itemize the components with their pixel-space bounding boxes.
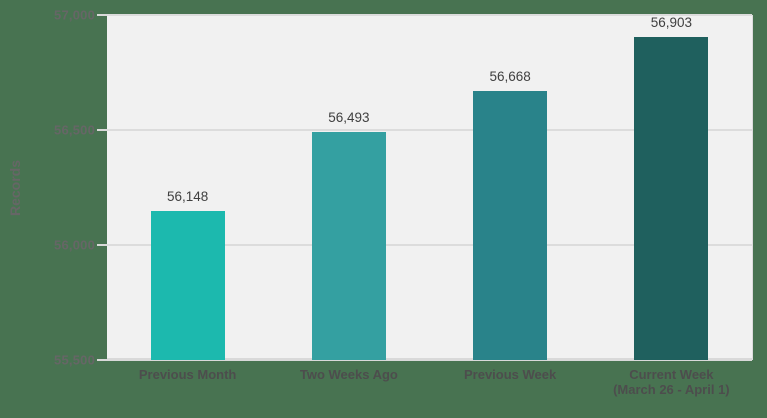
gridline xyxy=(107,129,752,131)
plot-area: 56,148 56,493 56,668 56,903 xyxy=(107,14,753,361)
y-tick-mark xyxy=(97,359,107,361)
y-tick-label: 56,000 xyxy=(54,237,95,253)
bar-value-label: 56,668 xyxy=(489,69,531,85)
y-tick-mark xyxy=(97,14,107,16)
gridline xyxy=(107,244,752,246)
category-label: Two Weeks Ago xyxy=(299,367,398,382)
bar[interactable] xyxy=(634,37,709,360)
gridline xyxy=(107,14,752,16)
bar[interactable] xyxy=(311,131,386,360)
y-tick-mark xyxy=(97,244,107,246)
bar-value-label: 56,493 xyxy=(328,109,370,125)
bar[interactable] xyxy=(473,91,548,360)
bar-value-label: 56,148 xyxy=(166,188,209,204)
category-label: Previous Week xyxy=(463,367,557,382)
bar-value-label: 56,903 xyxy=(650,15,693,31)
y-axis-title: Records xyxy=(7,159,23,217)
x-axis-line xyxy=(107,358,752,361)
y-tick-mark xyxy=(97,129,107,131)
category-label: Previous Month xyxy=(138,367,237,382)
category-label: Current Week (March 26 - April 1) xyxy=(613,367,730,398)
y-tick-label: 57,000 xyxy=(54,7,95,23)
y-tick-label: 56,500 xyxy=(54,122,95,138)
y-tick-label: 55,500 xyxy=(54,352,95,368)
bar[interactable] xyxy=(150,210,225,360)
